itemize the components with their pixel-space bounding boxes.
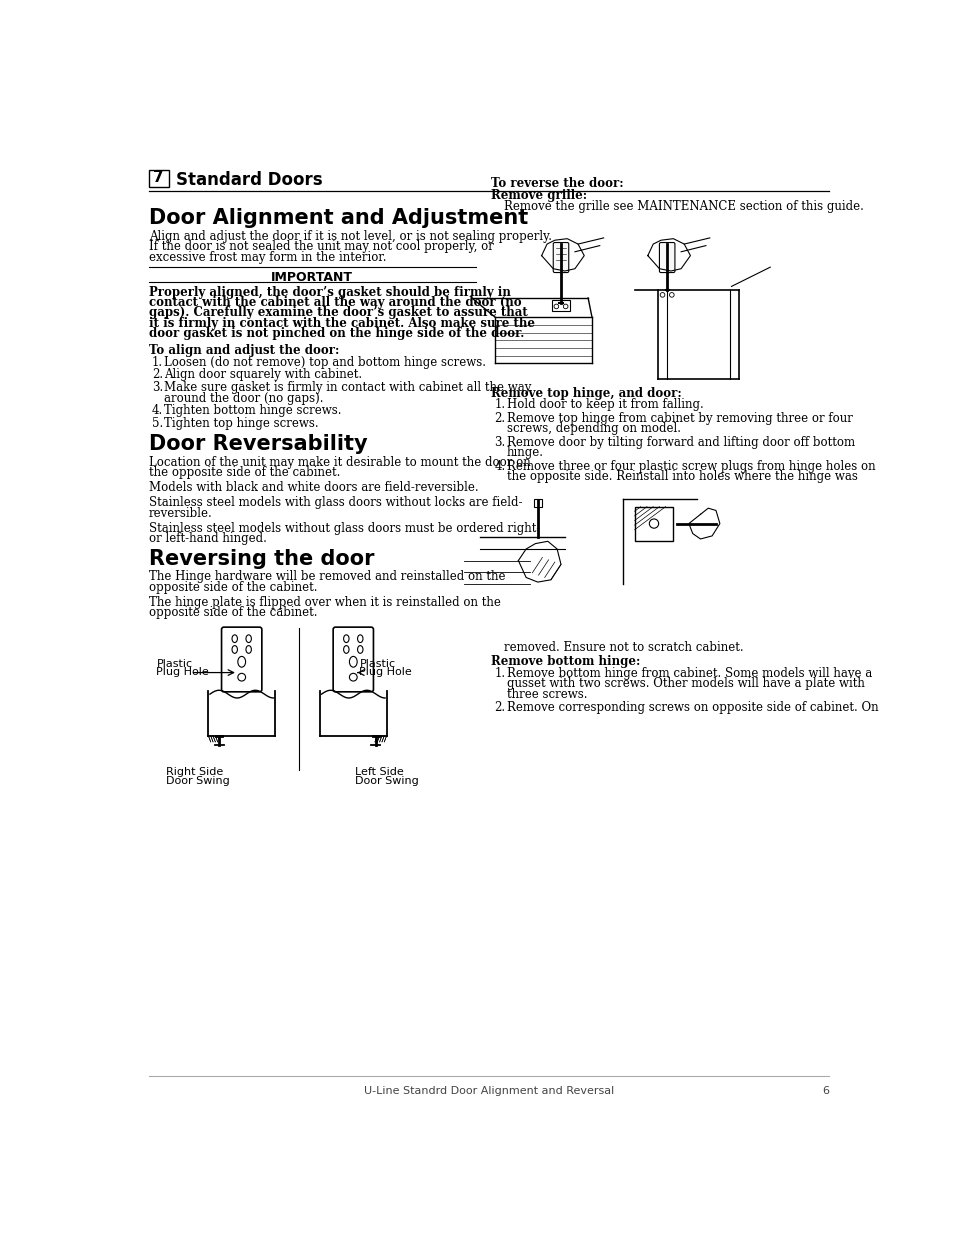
Ellipse shape <box>357 635 362 642</box>
Text: Reversing the door: Reversing the door <box>149 548 374 568</box>
Bar <box>634 506 673 541</box>
Text: Remove bottom hinge:: Remove bottom hinge: <box>491 655 640 668</box>
Text: Plug Hole: Plug Hole <box>359 667 412 677</box>
Text: Door Swing: Door Swing <box>355 776 418 785</box>
Circle shape <box>237 673 245 680</box>
Text: Models with black and white doors are field-reversible.: Models with black and white doors are fi… <box>149 482 477 494</box>
Text: opposite side of the cabinet.: opposite side of the cabinet. <box>149 580 316 594</box>
Text: U-Line Standrd Door Alignment and Reversal: U-Line Standrd Door Alignment and Revers… <box>363 1086 614 1095</box>
Text: Hold door to keep it from falling.: Hold door to keep it from falling. <box>506 399 702 411</box>
Text: 3.: 3. <box>494 436 505 448</box>
Text: or left-hand hinged.: or left-hand hinged. <box>149 532 266 545</box>
Text: 7: 7 <box>153 170 164 185</box>
Text: Remove door by tilting forward and lifting door off bottom: Remove door by tilting forward and lifti… <box>506 436 854 448</box>
Text: opposite side of the cabinet.: opposite side of the cabinet. <box>149 606 316 619</box>
Text: To align and adjust the door:: To align and adjust the door: <box>149 343 338 357</box>
Text: Tighten bottom hinge screws.: Tighten bottom hinge screws. <box>164 404 341 417</box>
Text: The hinge plate is flipped over when it is reinstalled on the: The hinge plate is flipped over when it … <box>149 595 500 609</box>
Text: 5.: 5. <box>152 417 163 430</box>
Ellipse shape <box>237 656 245 667</box>
Text: excessive frost may form in the interior.: excessive frost may form in the interior… <box>149 251 386 263</box>
Ellipse shape <box>246 635 252 642</box>
FancyBboxPatch shape <box>221 627 261 692</box>
Text: Location of the unit may make it desirable to mount the door on: Location of the unit may make it desirab… <box>149 456 530 469</box>
Text: Plastic: Plastic <box>359 658 395 668</box>
Text: screws, depending on model.: screws, depending on model. <box>506 422 680 435</box>
Text: Door Swing: Door Swing <box>166 776 230 785</box>
Text: door gasket is not pinched on the hinge side of the door.: door gasket is not pinched on the hinge … <box>149 327 523 340</box>
Text: three screws.: three screws. <box>506 688 587 700</box>
Circle shape <box>659 293 664 298</box>
Ellipse shape <box>357 646 362 653</box>
Text: Standard Doors: Standard Doors <box>175 172 322 189</box>
Text: Properly aligned, the door’s gasket should be firmly in: Properly aligned, the door’s gasket shou… <box>149 285 510 299</box>
Text: Remove grille:: Remove grille: <box>491 189 587 201</box>
Circle shape <box>649 519 658 529</box>
Text: Make sure gasket is firmly in contact with cabinet all the way: Make sure gasket is firmly in contact wi… <box>164 382 531 394</box>
Text: 3.: 3. <box>152 382 163 394</box>
Text: contact with the cabinet all the way around the door (no: contact with the cabinet all the way aro… <box>149 296 520 309</box>
Text: Door Alignment and Adjustment: Door Alignment and Adjustment <box>149 209 527 228</box>
Ellipse shape <box>343 635 349 642</box>
Text: the opposite side of the cabinet.: the opposite side of the cabinet. <box>149 466 339 479</box>
Text: Remove corresponding screws on opposite side of cabinet. On: Remove corresponding screws on opposite … <box>506 701 878 714</box>
Circle shape <box>554 304 558 309</box>
Text: Align door squarely with cabinet.: Align door squarely with cabinet. <box>164 368 362 382</box>
Text: gusset with two screws. Other models will have a plate with: gusset with two screws. Other models wil… <box>506 677 863 690</box>
Text: Align and adjust the door if it is not level, or is not sealing properly.: Align and adjust the door if it is not l… <box>149 230 551 243</box>
Text: To reverse the door:: To reverse the door: <box>491 178 623 190</box>
Text: around the door (no gaps).: around the door (no gaps). <box>164 391 323 405</box>
Text: Remove bottom hinge from cabinet. Some models will have a: Remove bottom hinge from cabinet. Some m… <box>506 667 871 679</box>
FancyBboxPatch shape <box>659 242 674 273</box>
Text: 1.: 1. <box>494 667 505 679</box>
Text: removed. Ensure not to scratch cabinet.: removed. Ensure not to scratch cabinet. <box>503 641 742 655</box>
FancyBboxPatch shape <box>333 627 373 692</box>
Text: reversible.: reversible. <box>149 506 213 520</box>
Circle shape <box>669 293 674 298</box>
Text: Remove top hinge, and door:: Remove top hinge, and door: <box>491 387 681 399</box>
Circle shape <box>562 304 567 309</box>
Text: Stainless steel models with glass doors without locks are field-: Stainless steel models with glass doors … <box>149 496 521 509</box>
Bar <box>534 499 541 506</box>
Ellipse shape <box>349 656 356 667</box>
Text: 1.: 1. <box>494 399 505 411</box>
Text: Door Reversability: Door Reversability <box>149 435 367 454</box>
Text: Right Side: Right Side <box>166 767 223 777</box>
Text: Remove the grille see MAINTENANCE section of this guide.: Remove the grille see MAINTENANCE sectio… <box>503 200 862 212</box>
Ellipse shape <box>343 646 349 653</box>
Text: Left Side: Left Side <box>355 767 403 777</box>
Text: 4.: 4. <box>494 459 505 473</box>
Text: Tighten top hinge screws.: Tighten top hinge screws. <box>164 417 318 430</box>
Text: gaps). Carefully examine the door’s gasket to assure that: gaps). Carefully examine the door’s gask… <box>149 306 527 320</box>
FancyBboxPatch shape <box>553 242 568 273</box>
Ellipse shape <box>246 646 252 653</box>
Text: Loosen (do not remove) top and bottom hinge screws.: Loosen (do not remove) top and bottom hi… <box>164 356 486 369</box>
Text: Plug Hole: Plug Hole <box>156 667 209 677</box>
Text: hinge.: hinge. <box>506 446 543 459</box>
Text: Remove three or four plastic screw plugs from hinge holes on: Remove three or four plastic screw plugs… <box>506 459 875 473</box>
Text: Remove top hinge from cabinet by removing three or four: Remove top hinge from cabinet by removin… <box>506 412 852 425</box>
Text: IMPORTANT: IMPORTANT <box>271 270 353 284</box>
Circle shape <box>349 673 356 680</box>
Bar <box>149 169 169 186</box>
Text: 1.: 1. <box>152 356 163 369</box>
Bar <box>551 300 570 311</box>
Text: it is firmly in contact with the cabinet. Also make sure the: it is firmly in contact with the cabinet… <box>149 317 534 330</box>
Text: If the door is not sealed the unit may not cool properly, or: If the door is not sealed the unit may n… <box>149 241 493 253</box>
Text: 6: 6 <box>821 1086 828 1095</box>
Ellipse shape <box>232 646 237 653</box>
Text: the opposite side. Reinstall into holes where the hinge was: the opposite side. Reinstall into holes … <box>506 471 857 483</box>
Text: Stainless steel models without glass doors must be ordered right-: Stainless steel models without glass doo… <box>149 521 539 535</box>
Text: 2.: 2. <box>152 368 163 382</box>
Text: Plastic: Plastic <box>156 658 193 668</box>
Text: 4.: 4. <box>152 404 163 417</box>
Text: The Hinge hardware will be removed and reinstalled on the: The Hinge hardware will be removed and r… <box>149 571 505 583</box>
Text: 2.: 2. <box>494 412 505 425</box>
Text: 2.: 2. <box>494 701 505 714</box>
Ellipse shape <box>232 635 237 642</box>
